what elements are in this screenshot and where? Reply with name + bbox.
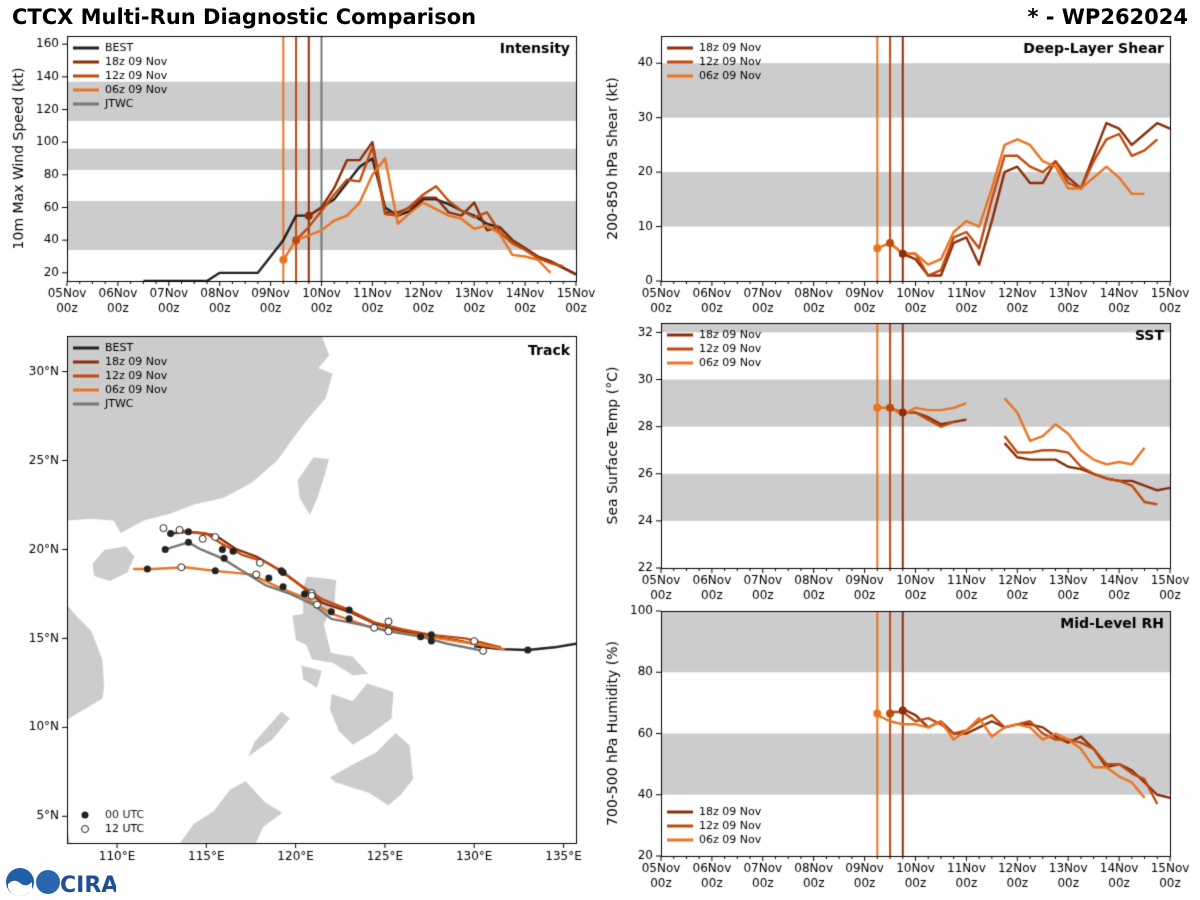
noaa-wave-icon: [8, 880, 32, 896]
cira-logo: CIRA: [6, 868, 116, 898]
storm-id: * - WP262024: [1027, 5, 1188, 29]
csu-seal-icon: [36, 870, 60, 894]
cira-logo-text: CIRA: [60, 873, 116, 898]
figure-title: CTCX Multi-Run Diagnostic Comparison: [12, 5, 477, 29]
